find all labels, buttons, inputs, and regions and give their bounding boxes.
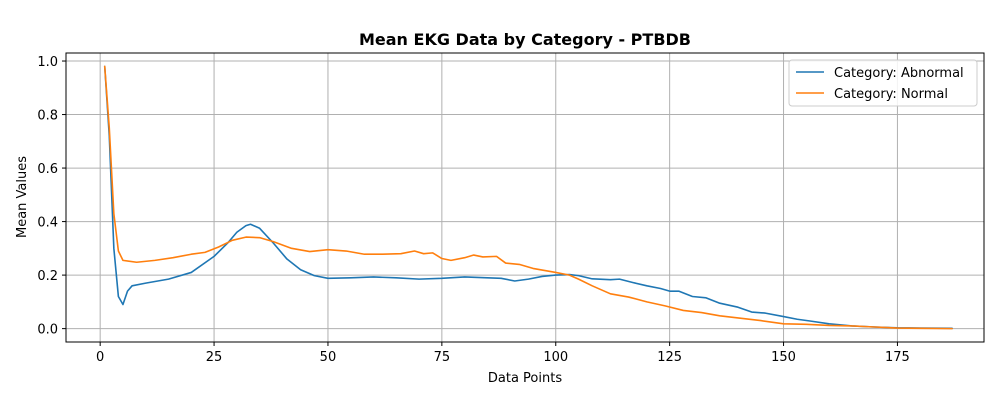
legend-box xyxy=(788,59,978,107)
y-tick-label: 0.4 xyxy=(37,216,58,231)
y-tick-label: 0.8 xyxy=(37,109,58,124)
x-tick-label: 50 xyxy=(320,350,337,365)
series-line-abnormal xyxy=(103,65,953,330)
series-line-normal xyxy=(103,65,953,330)
y-axis-label: Mean Values xyxy=(15,156,30,238)
x-axis-ticks: 0 25 50 75 100 125 150 175 xyxy=(96,342,910,365)
x-tick-label: 75 xyxy=(434,350,451,365)
y-tick-label: 0.0 xyxy=(37,323,58,338)
y-tick-label: 1.0 xyxy=(37,55,58,70)
y-tick-label: 0.6 xyxy=(37,162,58,177)
chart-title: Mean EKG Data by Category - PTBDB xyxy=(359,30,691,49)
legend: Category: Abnormal Category: Normal xyxy=(788,59,978,107)
x-tick-label: 175 xyxy=(885,350,910,365)
x-tick-label: 150 xyxy=(771,350,796,365)
y-axis-ticks: 0.0 0.2 0.4 0.6 0.8 1.0 xyxy=(37,55,66,338)
plot-area-frame xyxy=(65,52,985,343)
series-lines xyxy=(103,65,953,330)
x-tick-label: 125 xyxy=(657,350,682,365)
legend-label-abnormal: Category: Abnormal xyxy=(834,66,964,81)
y-tick-label: 0.2 xyxy=(37,269,58,284)
x-tick-label: 0 xyxy=(96,350,104,365)
x-tick-label: 25 xyxy=(206,350,223,365)
legend-label-normal: Category: Normal xyxy=(834,87,948,102)
x-tick-label: 100 xyxy=(543,350,568,365)
x-axis-label: Data Points xyxy=(488,371,562,386)
